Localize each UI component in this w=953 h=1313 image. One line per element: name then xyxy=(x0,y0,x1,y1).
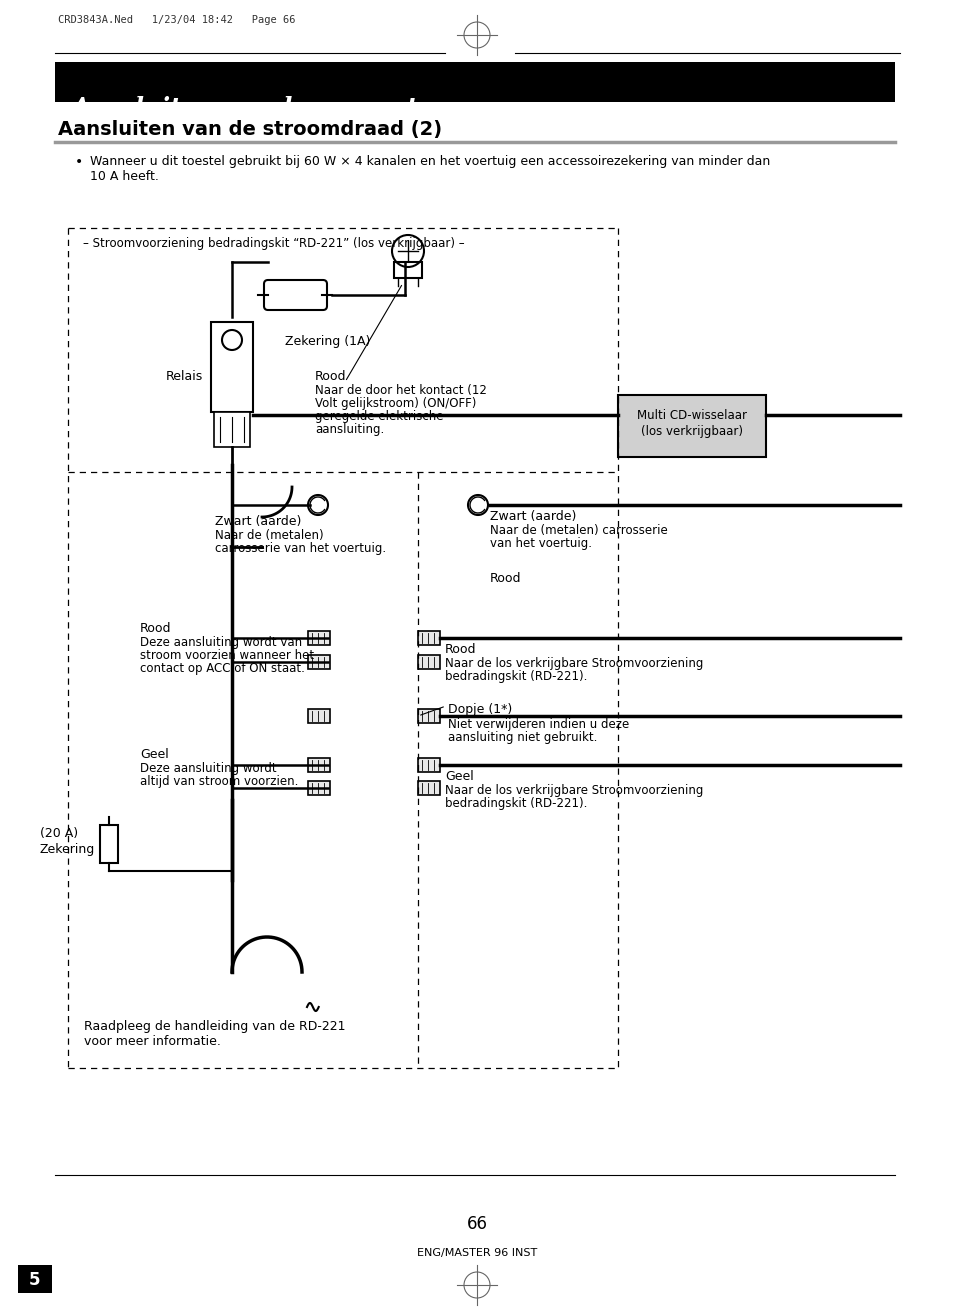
Text: Zekering: Zekering xyxy=(40,843,95,856)
FancyBboxPatch shape xyxy=(308,758,330,772)
Text: carrosserie van het voertuig.: carrosserie van het voertuig. xyxy=(214,542,386,555)
Text: Deze aansluiting wordt van: Deze aansluiting wordt van xyxy=(140,635,302,649)
Text: Naar de (metalen) carrosserie: Naar de (metalen) carrosserie xyxy=(490,524,667,537)
Text: ENG/MASTER 96 INST: ENG/MASTER 96 INST xyxy=(416,1247,537,1258)
FancyBboxPatch shape xyxy=(308,632,330,645)
Text: 66: 66 xyxy=(466,1215,487,1233)
Text: Geel: Geel xyxy=(444,769,474,783)
Circle shape xyxy=(308,495,328,515)
Text: bedradingskit (RD-221).: bedradingskit (RD-221). xyxy=(444,670,587,683)
Text: Wanneer u dit toestel gebruikt bij 60 W × 4 kanalen en het voertuig een accessoi: Wanneer u dit toestel gebruikt bij 60 W … xyxy=(90,155,769,168)
Text: Zwart (aarde): Zwart (aarde) xyxy=(490,509,576,523)
FancyBboxPatch shape xyxy=(417,709,439,723)
Text: Multi CD-wisselaar: Multi CD-wisselaar xyxy=(637,410,746,421)
Text: (20 A): (20 A) xyxy=(40,827,78,840)
Text: bedradingskit (RD-221).: bedradingskit (RD-221). xyxy=(444,797,587,810)
Text: (los verkrijgbaar): (los verkrijgbaar) xyxy=(640,425,742,439)
Text: Geel: Geel xyxy=(140,748,169,762)
FancyBboxPatch shape xyxy=(417,655,439,670)
Text: Zwart (aarde): Zwart (aarde) xyxy=(214,515,301,528)
Text: •: • xyxy=(75,155,83,169)
Text: Rood: Rood xyxy=(314,370,346,383)
Text: Naar de (metalen): Naar de (metalen) xyxy=(214,529,323,542)
Text: van het voertuig.: van het voertuig. xyxy=(490,537,592,550)
Text: Aansluiten van de apparatuur: Aansluiten van de apparatuur xyxy=(71,96,465,119)
Text: Relais: Relais xyxy=(166,370,203,383)
Text: – Stroomvoorziening bedradingskit “RD-221” (los verkrijgbaar) –: – Stroomvoorziening bedradingskit “RD-22… xyxy=(83,238,464,249)
Text: 5: 5 xyxy=(30,1271,41,1289)
Text: CRD3843A.Ned   1/23/04 18:42   Page 66: CRD3843A.Ned 1/23/04 18:42 Page 66 xyxy=(58,14,295,25)
Text: aansluiting.: aansluiting. xyxy=(314,423,384,436)
Circle shape xyxy=(468,495,488,515)
FancyBboxPatch shape xyxy=(18,1264,52,1293)
Text: Zekering (1A): Zekering (1A) xyxy=(285,335,370,348)
FancyBboxPatch shape xyxy=(308,655,330,670)
FancyBboxPatch shape xyxy=(417,758,439,772)
Text: Niet verwijderen indien u deze: Niet verwijderen indien u deze xyxy=(448,718,629,731)
FancyBboxPatch shape xyxy=(417,781,439,794)
Text: Deze aansluiting wordt: Deze aansluiting wordt xyxy=(140,762,276,775)
Text: Naar de los verkrijgbare Stroomvoorziening: Naar de los verkrijgbare Stroomvoorzieni… xyxy=(444,784,702,797)
FancyBboxPatch shape xyxy=(618,395,765,457)
Text: geregelde elektrische: geregelde elektrische xyxy=(314,410,443,423)
Text: aansluiting niet gebruikt.: aansluiting niet gebruikt. xyxy=(448,731,597,744)
FancyBboxPatch shape xyxy=(308,709,330,723)
Text: Rood: Rood xyxy=(444,643,476,656)
Text: altijd van stroom voorzien.: altijd van stroom voorzien. xyxy=(140,775,298,788)
Text: Raadpleeg de handleiding van de RD-221: Raadpleeg de handleiding van de RD-221 xyxy=(84,1020,345,1033)
Text: contact op ACC of ON staat.: contact op ACC of ON staat. xyxy=(140,662,305,675)
Text: Rood: Rood xyxy=(140,622,172,635)
Text: Volt gelijkstroom) (ON/OFF): Volt gelijkstroom) (ON/OFF) xyxy=(314,397,476,410)
Text: stroom voorzien wanneer het: stroom voorzien wanneer het xyxy=(140,649,314,662)
FancyBboxPatch shape xyxy=(417,632,439,645)
Text: Rood: Rood xyxy=(490,572,521,586)
FancyBboxPatch shape xyxy=(264,280,327,310)
Text: Aansluiten van de stroomdraad (2): Aansluiten van de stroomdraad (2) xyxy=(58,119,441,139)
Text: Dopje (1*): Dopje (1*) xyxy=(448,702,512,716)
FancyBboxPatch shape xyxy=(211,322,253,412)
Text: Naar de los verkrijgbare Stroomvoorziening: Naar de los verkrijgbare Stroomvoorzieni… xyxy=(444,656,702,670)
FancyBboxPatch shape xyxy=(213,412,250,446)
Text: 10 A heeft.: 10 A heeft. xyxy=(90,169,159,183)
Text: Naar de door het kontact (12: Naar de door het kontact (12 xyxy=(314,383,486,397)
Text: voor meer informatie.: voor meer informatie. xyxy=(84,1035,221,1048)
FancyBboxPatch shape xyxy=(394,263,421,278)
FancyBboxPatch shape xyxy=(100,825,118,863)
FancyBboxPatch shape xyxy=(308,781,330,794)
FancyBboxPatch shape xyxy=(55,62,894,102)
